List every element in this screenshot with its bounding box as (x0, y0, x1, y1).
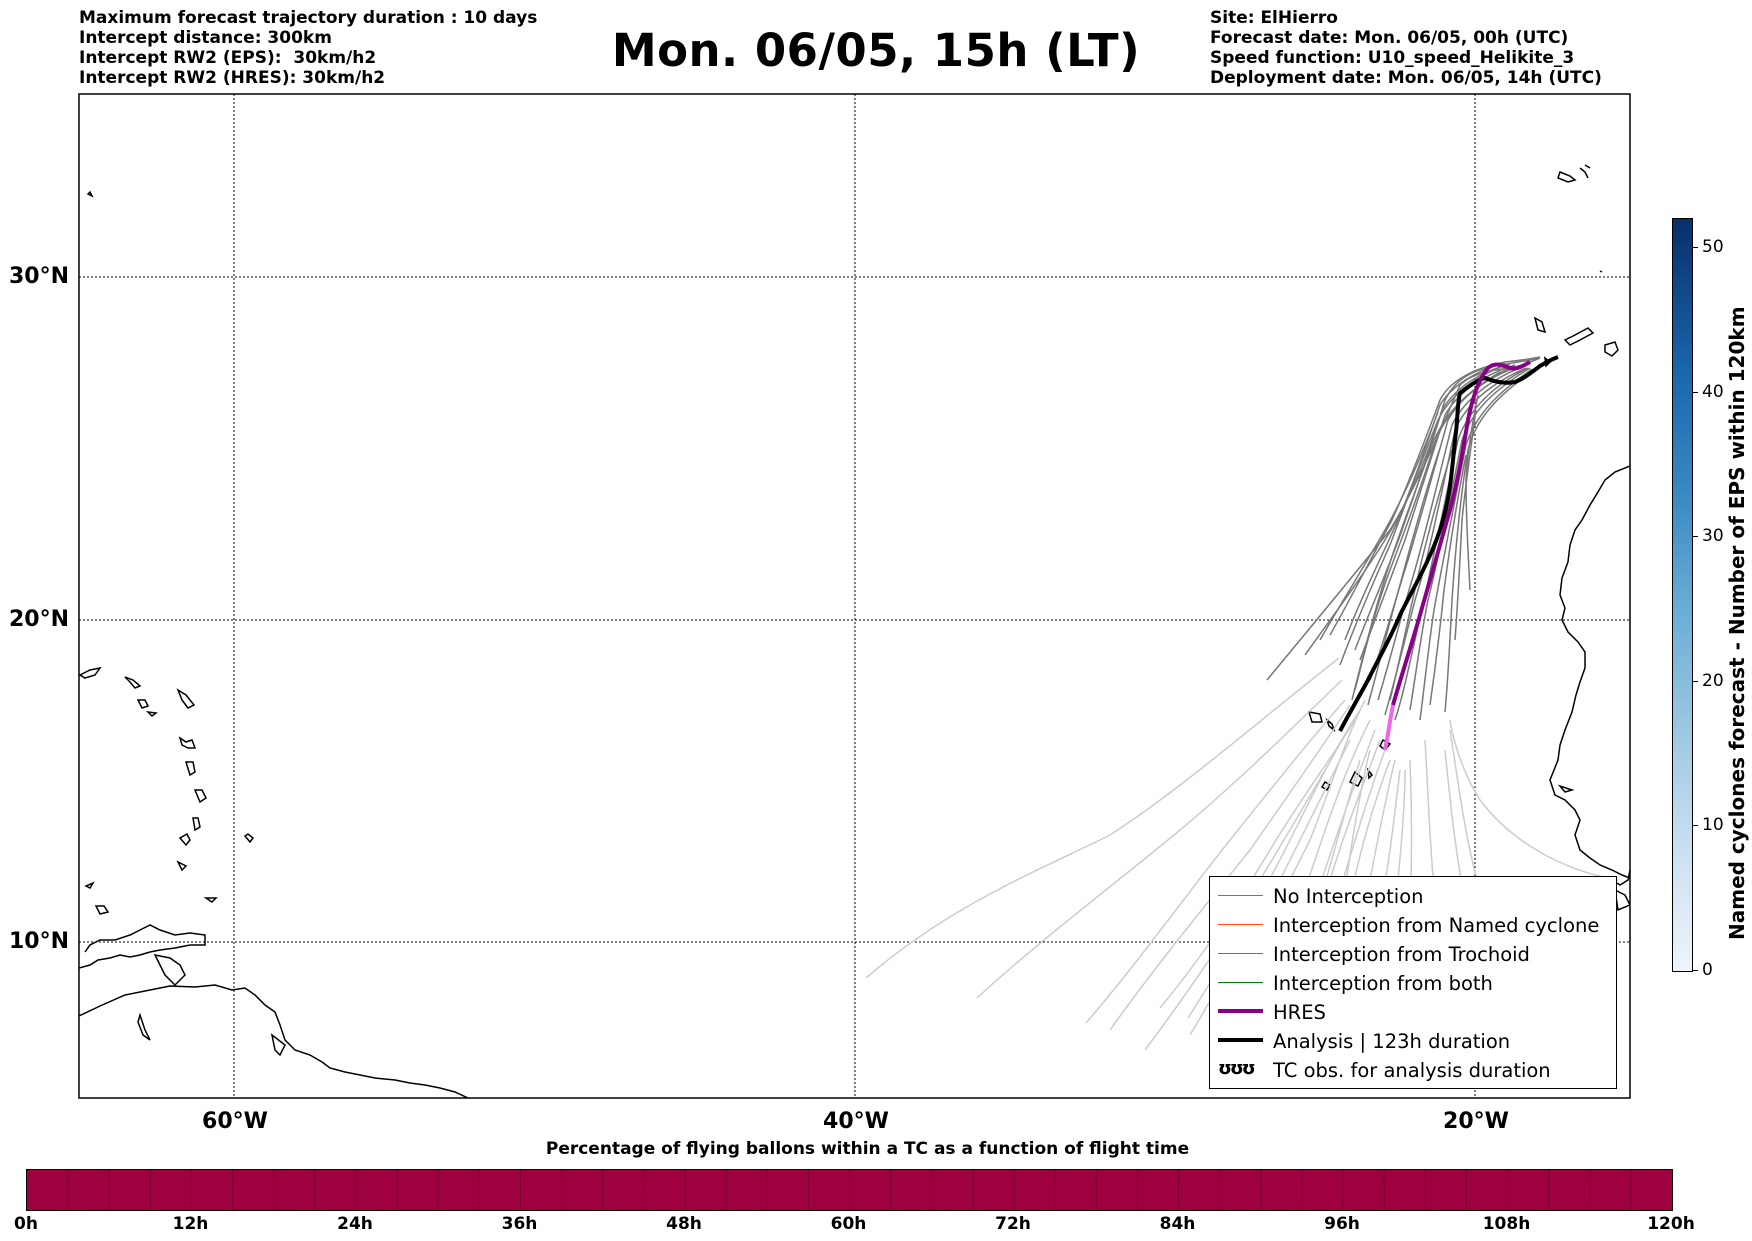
legend-swatch (1218, 953, 1263, 954)
header-right: Site: ElHierro Forecast date: Mon. 06/05… (1210, 8, 1602, 88)
header-right-line: Forecast date: Mon. 06/05, 00h (UTC) (1210, 28, 1569, 48)
flight-time-tick-label: 72h (995, 1214, 1031, 1234)
lon-label: 20°W (1443, 1109, 1509, 1134)
legend-label: No Interception (1273, 885, 1424, 908)
flight-time-tick-label: 36h (501, 1214, 538, 1234)
legend-label: Interception from both (1273, 972, 1493, 995)
hres-trajectory (1391, 360, 1531, 706)
eps-colorbar-tick (1692, 825, 1698, 827)
coastline-caribbean (79, 190, 469, 1098)
header-left-line: Intercept distance: 300km (79, 28, 332, 48)
legend-swatch (1218, 924, 1263, 925)
map-frame (78, 93, 1631, 1099)
header-left-line: Intercept RW2 (EPS): 30km/h2 (79, 48, 377, 68)
legend-item: Interception from Trochoid (1210, 939, 1616, 968)
legend-item: HRES (1210, 997, 1616, 1026)
eps-colorbar-tick-label: 20 (1702, 670, 1724, 691)
flight-time-tick-label: 24h (337, 1214, 373, 1234)
hres-tail (1383, 704, 1395, 751)
legend-label: Analysis | 123h duration (1273, 1030, 1511, 1053)
flight-time-tick-label: 84h (1159, 1214, 1196, 1234)
header-left-line: Intercept RW2 (HRES): 30km/h2 (79, 68, 386, 88)
legend-item: Analysis | 123h duration (1210, 1026, 1616, 1055)
eps-colorbar-tick-label: 30 (1702, 526, 1724, 547)
header-left-line: Maximum forecast trajectory duration : 1… (79, 8, 538, 28)
lon-label: 40°W (823, 1109, 889, 1134)
eps-colorbar-tick (1692, 246, 1698, 248)
flight-time-tick-label: 60h (830, 1214, 867, 1234)
eps-colorbar-tick (1692, 391, 1698, 393)
legend-label: HRES (1273, 1001, 1326, 1024)
legend-label: TC obs. for analysis duration (1273, 1059, 1551, 1082)
header-right-line: Site: ElHierro (1210, 8, 1338, 28)
legend-label: Interception from Trochoid (1273, 943, 1530, 966)
legend-item: No Interception (1210, 881, 1616, 910)
coastline-africa (1533, 164, 1630, 912)
header-left: Maximum forecast trajectory duration : 1… (79, 8, 537, 88)
lat-label: 10°N (9, 929, 70, 954)
lat-label: 20°N (9, 607, 70, 632)
legend-label: Interception from Named cyclone (1273, 914, 1600, 937)
flight-time-tick-label: 48h (666, 1214, 702, 1234)
flight-time-colorbar-lines (67, 1170, 1632, 1210)
eps-colorbar-tick (1692, 536, 1698, 538)
flight-time-tick-label: 12h (172, 1214, 209, 1234)
flight-time-tick-label: 0h (14, 1214, 38, 1234)
legend-swatch (1218, 1009, 1263, 1013)
map-legend: No Interception Interception from Named … (1209, 876, 1617, 1089)
lon-label: 60°W (202, 1109, 268, 1134)
legend-swatch (1218, 1038, 1263, 1042)
legend-swatch (1218, 895, 1263, 896)
header-right-line: Deployment date: Mon. 06/05, 14h (UTC) (1210, 68, 1602, 88)
legend-swatch (1218, 982, 1263, 983)
flight-time-tick-label: 96h (1324, 1214, 1360, 1234)
header-right-line: Speed function: U10_speed_Helikite_3 (1210, 48, 1575, 68)
flight-time-colorbar (26, 1169, 1673, 1211)
eps-colorbar-tick-label: 0 (1702, 960, 1713, 980)
tc-obs-icon: ʊʊʊ (1218, 1058, 1256, 1079)
eps-colorbar-tick-label: 50 (1702, 236, 1724, 257)
eps-colorbar-tick-label: 40 (1702, 381, 1724, 402)
legend-item: ʊʊʊ TC obs. for analysis duration (1210, 1055, 1616, 1084)
eps-colorbar-tick (1692, 680, 1698, 682)
legend-item: Interception from both (1210, 968, 1616, 997)
eps-colorbar-tick-label: 10 (1702, 815, 1724, 836)
eps-colorbar-label: Named cyclones forecast - Number of EPS … (1725, 306, 1749, 940)
flight-time-colorbar-title: Percentage of flying ballons within a TC… (545, 1139, 1190, 1159)
flight-time-tick-label: 108h (1482, 1214, 1531, 1234)
legend-item: Interception from Named cyclone (1210, 910, 1616, 939)
analysis-trajectory (1338, 355, 1559, 732)
page-title: Mon. 06/05, 15h (LT) (611, 24, 1141, 77)
lat-label: 30°N (9, 264, 70, 289)
eps-colorbar-tick (1692, 970, 1698, 971)
eps-colorbar (1672, 218, 1693, 972)
flight-time-tick-label: 120h (1647, 1214, 1695, 1234)
